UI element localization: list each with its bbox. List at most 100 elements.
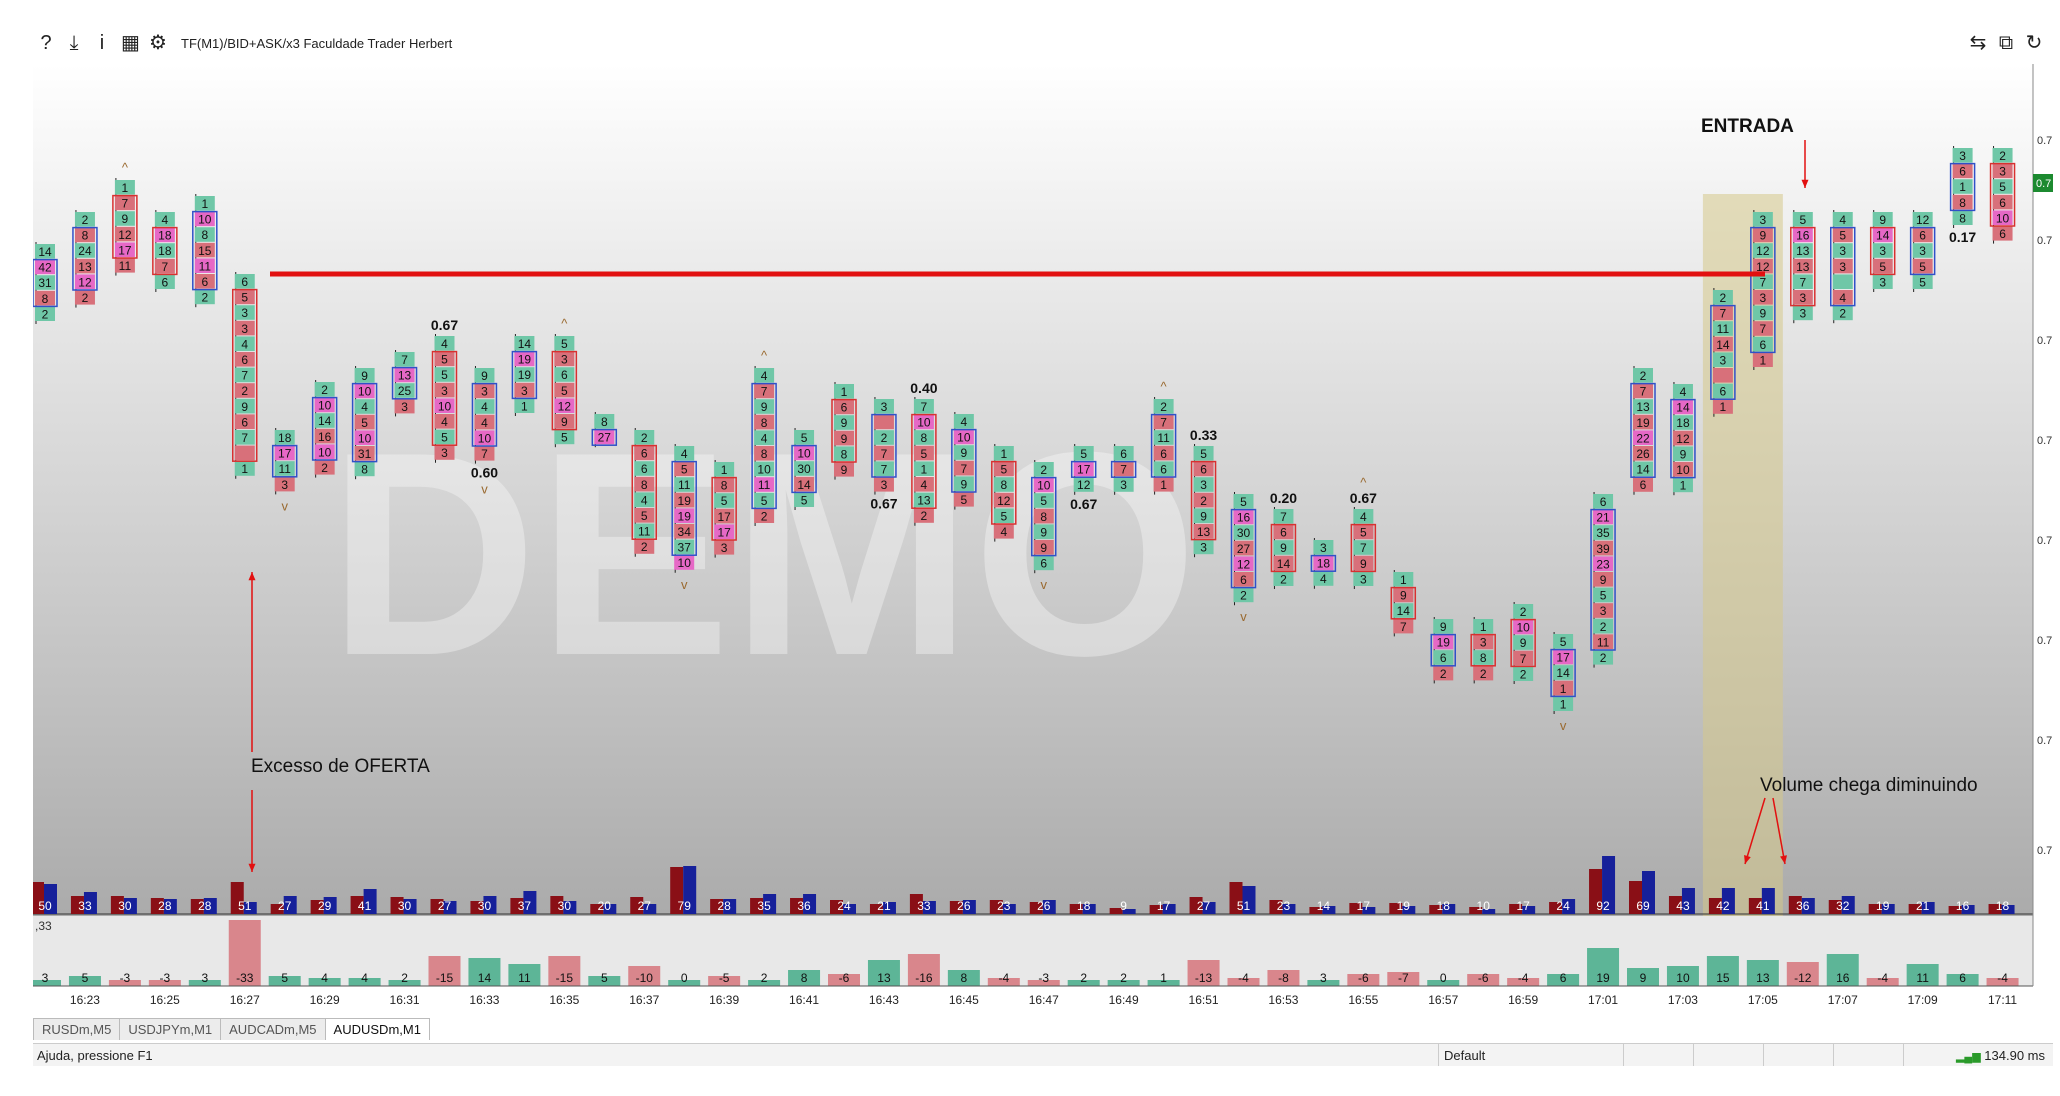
footprint-cell [74, 258, 95, 274]
volume-bar-group: 23 [1269, 899, 1296, 914]
footprint-cell-value: 9 [761, 400, 768, 414]
footprint-cell-value: 3 [1919, 244, 1926, 258]
candle-body [1031, 476, 1057, 557]
footprint-cell-value: 1 [1680, 479, 1687, 493]
gear-icon[interactable]: ⚙ [149, 32, 167, 54]
footprint-cell-value: 9 [1200, 509, 1207, 523]
footprint-cell-value: 1 [721, 463, 728, 477]
delta-value: 16 [1836, 971, 1850, 985]
footprint-cell-value: 8 [1000, 478, 1007, 492]
footprint-cell-value: 2 [321, 383, 328, 397]
delta-histogram: ,333 5 -3 -3 3 -33 5 4 4 2 -15 14 11 -15 5 -10 0 -5 2 8 -6 13… [33, 916, 2033, 986]
tab-audusdm-m1[interactable]: AUDUSDm,M1 [324, 1018, 430, 1040]
footprint-cell-value: 1 [1959, 180, 1966, 194]
profile-name[interactable]: Default [1444, 1048, 1486, 1063]
footprint-candle: 2 711 66 1 ^ [1150, 379, 1177, 495]
arrows-icon[interactable]: ⇆ [1969, 32, 1987, 54]
volume-bar-blue [1442, 904, 1456, 914]
footprint-cell [434, 414, 455, 429]
footprint-cell [1513, 604, 1534, 619]
footprint-cell [834, 430, 854, 446]
time-tick-label: 16:29 [310, 993, 340, 1007]
footprint-cell [913, 492, 934, 508]
footprint-cell [1792, 227, 1813, 243]
footprint-cell-value: 2 [201, 291, 208, 305]
volume-value: 21 [1916, 899, 1930, 913]
delta-bar-group: -6 [828, 971, 860, 986]
footprint-cell-value: 4 [1839, 291, 1846, 305]
footprint-cell-value: 6 [241, 415, 248, 429]
footprint-cell-value: 3 [241, 306, 248, 320]
footprint-cell-value: 9 [241, 400, 248, 414]
info-icon[interactable]: i [99, 32, 105, 54]
volume-bar-blue [1961, 905, 1975, 914]
footprint-cell [354, 399, 375, 414]
footprint-cell-value: 8 [841, 447, 848, 461]
template-icon[interactable]: ▦ [121, 32, 140, 54]
candle-ratio-label: 0.67 [431, 317, 458, 333]
footprint-cell [1553, 696, 1574, 711]
volume-bar-red [1748, 898, 1762, 914]
volume-bar-group: 79 [670, 866, 697, 914]
footprint-cell [1872, 227, 1893, 243]
delta-value: 3 [1320, 971, 1327, 985]
footprint-cell-value: 2 [1640, 369, 1647, 383]
footprint-chart[interactable]: DEMO 14423182282413122179121711^41818761… [33, 64, 2053, 1016]
footprint-cell-value: 2 [1240, 589, 1247, 603]
footprint-cell-value: 2 [1600, 651, 1607, 665]
volume-bar-red [310, 900, 324, 914]
footprint-cell [1832, 274, 1853, 289]
footprint-cell [234, 383, 255, 398]
volume-bar-blue [882, 902, 896, 914]
download-icon[interactable]: ⤓ [69, 32, 79, 54]
footprint-cell [1792, 305, 1813, 321]
tab-rusdm-m5[interactable]: RUSDm,M5 [33, 1018, 121, 1040]
help-icon[interactable]: ? [40, 32, 52, 54]
footprint-cell-value: 5 [1040, 494, 1047, 508]
footprint-cell [953, 414, 974, 429]
footprint-cell [1153, 477, 1174, 492]
delta-bar [828, 974, 860, 986]
footprint-cell [474, 414, 495, 430]
footprint-candle: 12 63 55 [1909, 210, 1936, 292]
footprint-cell-value: 18 [1676, 416, 1690, 430]
delta-bar [548, 956, 581, 986]
footprint-cell [354, 383, 375, 399]
screenshot-icon[interactable]: ⧉ [1998, 32, 2014, 54]
footprint-cell [1073, 477, 1094, 492]
footprint-cell [1593, 540, 1614, 556]
volume-bar-blue [443, 901, 457, 914]
footprint-cell-value: 9 [481, 369, 488, 383]
delta-bar-group: 0 [668, 971, 701, 986]
footprint-cell [234, 305, 255, 320]
footprint-cell-value: 14 [1397, 604, 1411, 618]
footprint-cell-value: 6 [1999, 227, 2006, 241]
volume-bar-blue [1721, 888, 1735, 914]
footprint-cell-value: 3 [401, 400, 408, 414]
footprint-cell-value: 6 [1280, 526, 1287, 540]
footprint-cell-value: 14 [797, 478, 811, 492]
volume-bar-red [1549, 902, 1563, 914]
volume-bar-group: 24 [830, 899, 856, 914]
footprint-cell [1073, 461, 1094, 477]
volume-bar-red [110, 896, 124, 914]
footprint-cell [1952, 194, 1973, 210]
footprint-cell-value: 7 [961, 462, 968, 476]
volume-bar-blue [1881, 904, 1895, 914]
volume-bar-blue [1522, 906, 1536, 914]
annotation-excesso: Excesso de OFERTA [251, 756, 430, 777]
footprint-cell-value: 9 [961, 446, 968, 460]
footprint-cell-value: 5 [1000, 463, 1007, 477]
footprint-cell-value: 3 [1999, 165, 2006, 179]
chart-background [33, 64, 2033, 934]
delta-value: -10 [636, 971, 654, 985]
footprint-cell-value: 2 [1280, 572, 1287, 586]
tab-audcadm-m5[interactable]: AUDCADm,M5 [220, 1018, 326, 1040]
footprint-cell-value: 4 [241, 337, 248, 351]
candle-body [152, 226, 178, 276]
footprint-cell [1832, 243, 1853, 258]
tab-usdjpym-m1[interactable]: USDJPYm,M1 [119, 1018, 222, 1040]
refresh-icon[interactable]: ↻ [2025, 32, 2043, 54]
volume-bar-blue [1122, 909, 1136, 914]
